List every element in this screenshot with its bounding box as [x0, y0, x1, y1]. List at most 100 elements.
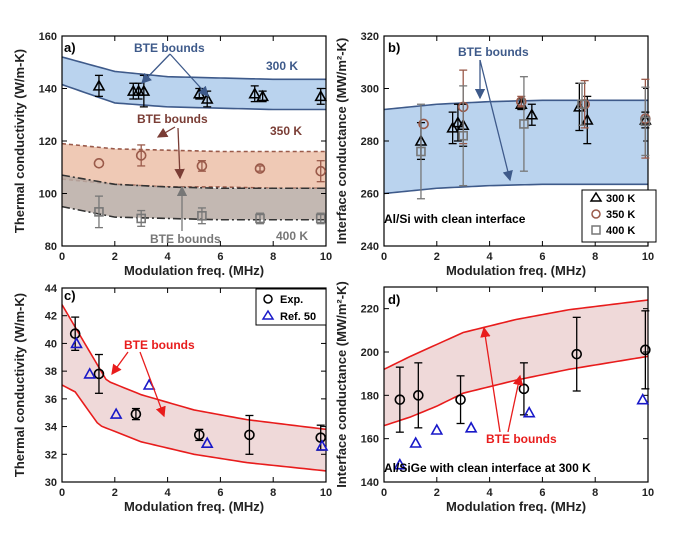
- y-tick-label: 240: [361, 241, 379, 253]
- data-point-circle: [394, 394, 406, 405]
- panel-c-annotation-bte: BTE bounds: [124, 338, 195, 352]
- y-tick-label: 220: [361, 304, 379, 316]
- panel-b-legend-350k: 350 K: [606, 209, 635, 221]
- data-point-square: [640, 116, 651, 127]
- x-tick-label: 4: [487, 251, 494, 263]
- x-tick-label: 4: [487, 487, 494, 499]
- band-upper-line: [61, 56, 326, 81]
- y-tick-label: 200: [361, 347, 379, 359]
- panel-b-marks: [414, 69, 652, 200]
- data-point-circle: [130, 408, 142, 420]
- y-tick-label: 38: [45, 366, 57, 378]
- legend-triangle-icon: [261, 309, 275, 320]
- x-axis-label: Modulation freq. (MHz): [124, 263, 264, 278]
- legend-square-icon: [591, 225, 601, 235]
- data-point-circle: [93, 368, 105, 380]
- x-axis-label: Modulation freq. (MHz): [446, 499, 586, 514]
- x-tick-label: 10: [642, 251, 654, 263]
- y-tick-label: 280: [361, 136, 379, 148]
- data-point-triangle: [314, 89, 328, 102]
- band-upper-line: [61, 174, 326, 190]
- plot-frame: [61, 287, 327, 483]
- legend-circle-icon: [263, 294, 273, 304]
- y-tick-label: 160: [361, 434, 379, 446]
- panel-d-marks: [393, 310, 651, 470]
- panel-d: 0 2 4 6 8 10 140 160 180 200 220 Modulation freq. (…: [334, 281, 654, 514]
- data-point-circle: [515, 96, 527, 107]
- x-tick-label: 0: [59, 251, 65, 263]
- panel-c-legend-exp: Exp.: [280, 294, 303, 306]
- band-upper-line: [61, 304, 327, 431]
- band-fill: [384, 300, 648, 426]
- panel-b-arrows: [474, 59, 513, 182]
- data-point-triangle: [200, 92, 214, 104]
- panel-b-label: b): [388, 40, 400, 55]
- band-lower-line: [61, 83, 326, 111]
- data-point-triangle: [256, 89, 269, 102]
- x-tick-label: 4: [165, 487, 172, 499]
- x-tick-label: 2: [112, 251, 118, 263]
- panel-d-arrows: [480, 326, 524, 433]
- data-point-triangle: [248, 87, 262, 99]
- x-tick-label: 4: [165, 251, 172, 263]
- data-point-triangle: [393, 458, 407, 470]
- y-tick-label: 34: [45, 422, 58, 434]
- data-point-circle: [244, 429, 255, 441]
- data-point-square: [577, 99, 587, 110]
- data-point-circle: [455, 394, 466, 405]
- panel-b-annotation-bte: BTE bounds: [458, 45, 529, 59]
- x-tick-label: 6: [539, 251, 545, 263]
- panel-c-frame: 0 2 4 6 8 10 30 32 34 36 38 40 42 44 Modulation freq. …: [12, 283, 332, 514]
- data-point-circle: [69, 328, 81, 340]
- x-tick-label: 8: [592, 251, 598, 263]
- data-point-circle: [254, 163, 266, 174]
- panel-b-legend: 300 K 350 K 400 K: [581, 189, 657, 243]
- data-point-square: [197, 211, 207, 221]
- data-point-circle: [518, 383, 530, 395]
- panel-b: 0 2 4 6 8 10 240 260 280 300 320 Modulation freq. (…: [334, 31, 657, 278]
- x-tick-label: 2: [112, 487, 118, 499]
- y-axis-label: Thermal conductivity (W/m-K): [12, 49, 27, 233]
- panel-d-label: d): [388, 292, 400, 307]
- data-point-triangle: [636, 393, 650, 405]
- panel-a-frame: 0 2 4 6 8 10 80 100 120 140 160 Modulation freq. (M…: [12, 31, 332, 278]
- x-tick-label: 0: [381, 251, 387, 263]
- band-upper-line: [61, 142, 326, 153]
- data-point-square: [519, 119, 529, 129]
- panel-b-annotation-system: Al/Si with clean interface: [384, 212, 526, 226]
- panel-a-annotation-400k: 400 K: [276, 229, 308, 243]
- x-axis-label: Modulation freq. (MHz): [446, 263, 586, 278]
- data-point-circle: [93, 158, 105, 169]
- y-tick-label: 320: [361, 31, 379, 43]
- y-tick-label: 44: [45, 283, 58, 295]
- panel-a-annotation-350k: 350 K: [270, 124, 302, 138]
- x-tick-label: 0: [59, 487, 65, 499]
- data-point-circle: [315, 165, 327, 177]
- band-lower-line: [61, 384, 327, 472]
- y-tick-label: 140: [361, 477, 379, 489]
- plot-frame: [383, 286, 649, 483]
- y-tick-label: 140: [39, 84, 57, 96]
- y-tick-label: 120: [39, 136, 57, 148]
- y-tick-label: 260: [361, 189, 379, 201]
- data-point-triangle: [409, 436, 423, 448]
- y-tick-label: 80: [45, 241, 57, 253]
- x-tick-label: 8: [270, 487, 276, 499]
- x-tick-label: 2: [434, 251, 440, 263]
- band-fill: [62, 304, 326, 471]
- y-tick-label: 160: [39, 31, 57, 43]
- y-axis-label: Interface conductance (MW/m²-K): [334, 281, 349, 488]
- panel-b-legend-400k: 400 K: [606, 225, 635, 237]
- panel-a-annotation-bte-350: BTE bounds: [137, 112, 208, 126]
- data-point-circle: [418, 118, 429, 130]
- x-tick-label: 2: [434, 487, 440, 499]
- data-point-circle: [193, 429, 205, 441]
- x-tick-label: 8: [592, 487, 598, 499]
- data-point-triangle: [83, 367, 97, 379]
- data-point-triangle: [109, 407, 123, 419]
- band-fill: [62, 175, 326, 220]
- y-tick-label: 40: [45, 338, 57, 350]
- panel-b-frame: 0 2 4 6 8 10 240 260 280 300 320 Modulation freq. (…: [334, 31, 654, 278]
- data-point-square: [416, 146, 426, 157]
- y-tick-label: 30: [45, 477, 57, 489]
